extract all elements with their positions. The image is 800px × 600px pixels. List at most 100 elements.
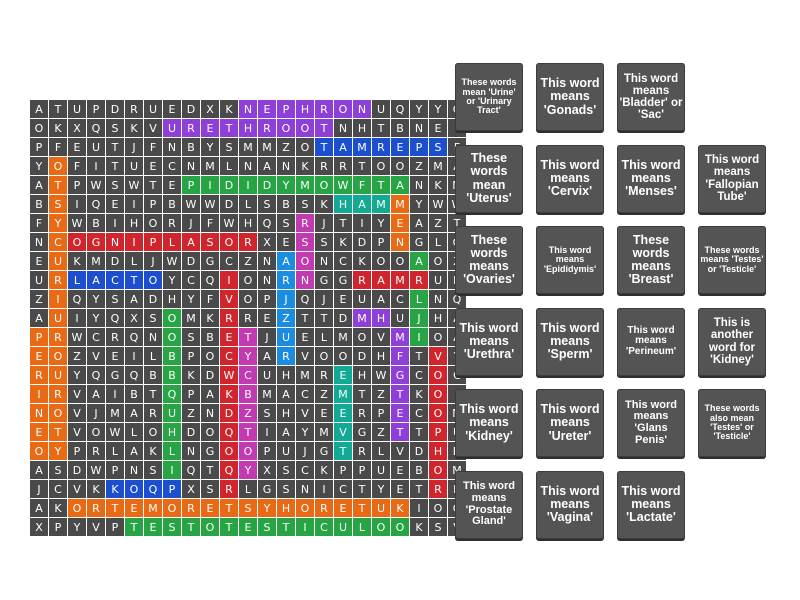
grid-cell[interactable]: Y [201, 138, 219, 156]
grid-cell[interactable]: O [49, 157, 67, 175]
grid-cell[interactable]: E [334, 404, 352, 422]
grid-cell[interactable]: T [315, 138, 333, 156]
grid-cell[interactable]: R [239, 309, 257, 327]
grid-cell[interactable]: G [201, 442, 219, 460]
grid-cell[interactable]: D [220, 176, 238, 194]
grid-cell[interactable]: S [49, 195, 67, 213]
grid-cell[interactable]: L [106, 442, 124, 460]
grid-cell[interactable]: T [334, 214, 352, 232]
grid-cell[interactable]: K [315, 461, 333, 479]
grid-cell[interactable]: V [372, 328, 390, 346]
grid-cell[interactable]: B [163, 195, 181, 213]
grid-cell[interactable]: V [296, 404, 314, 422]
grid-cell[interactable]: R [258, 119, 276, 137]
grid-cell[interactable]: A [30, 100, 48, 118]
grid-cell[interactable]: A [125, 404, 143, 422]
grid-cell[interactable]: P [429, 423, 447, 441]
grid-cell[interactable]: T [353, 157, 371, 175]
grid-cell[interactable]: T [49, 176, 67, 194]
grid-cell[interactable]: N [296, 271, 314, 289]
grid-cell[interactable]: Y [68, 366, 86, 384]
grid-cell[interactable]: Y [277, 176, 295, 194]
grid-cell[interactable]: H [277, 499, 295, 517]
grid-cell[interactable]: Q [182, 461, 200, 479]
grid-cell[interactable]: L [163, 233, 181, 251]
grid-cell[interactable]: O [68, 499, 86, 517]
grid-cell[interactable]: R [334, 157, 352, 175]
grid-cell[interactable]: H [277, 404, 295, 422]
grid-cell[interactable]: D [182, 423, 200, 441]
grid-cell[interactable]: N [334, 119, 352, 137]
grid-cell[interactable]: T [106, 157, 124, 175]
grid-cell[interactable]: A [258, 347, 276, 365]
grid-cell[interactable]: W [125, 176, 143, 194]
grid-cell[interactable]: U [372, 461, 390, 479]
grid-cell[interactable]: T [372, 176, 390, 194]
grid-cell[interactable]: P [87, 100, 105, 118]
grid-cell[interactable]: T [220, 119, 238, 137]
grid-cell[interactable]: I [49, 290, 67, 308]
grid-cell[interactable]: Q [220, 423, 238, 441]
grid-cell[interactable]: P [182, 176, 200, 194]
grid-cell[interactable]: T [49, 423, 67, 441]
grid-cell[interactable]: G [258, 480, 276, 498]
grid-cell[interactable]: R [182, 499, 200, 517]
grid-cell[interactable]: Q [163, 385, 181, 403]
grid-cell[interactable]: U [68, 100, 86, 118]
grid-cell[interactable]: O [163, 499, 181, 517]
grid-cell[interactable]: Y [372, 480, 390, 498]
grid-cell[interactable]: T [410, 480, 428, 498]
grid-cell[interactable]: K [144, 442, 162, 460]
grid-cell[interactable]: U [277, 328, 295, 346]
grid-cell[interactable]: S [277, 461, 295, 479]
grid-cell[interactable]: O [429, 404, 447, 422]
grid-cell[interactable]: K [201, 309, 219, 327]
grid-cell[interactable]: W [68, 328, 86, 346]
grid-cell[interactable]: B [410, 461, 428, 479]
grid-cell[interactable]: H [353, 366, 371, 384]
grid-cell[interactable]: K [220, 100, 238, 118]
grid-cell[interactable]: B [87, 214, 105, 232]
grid-cell[interactable]: X [125, 309, 143, 327]
grid-cell[interactable]: V [296, 347, 314, 365]
grid-cell[interactable]: S [258, 404, 276, 422]
clue-card[interactable]: This word means 'Perineum' [617, 307, 685, 376]
grid-cell[interactable]: F [201, 214, 219, 232]
grid-cell[interactable]: H [429, 442, 447, 460]
grid-cell[interactable]: E [106, 195, 124, 213]
grid-cell[interactable]: U [125, 157, 143, 175]
grid-cell[interactable]: C [334, 252, 352, 270]
grid-cell[interactable]: R [315, 366, 333, 384]
grid-cell[interactable]: U [391, 309, 409, 327]
grid-cell[interactable]: Z [30, 290, 48, 308]
grid-cell[interactable]: Z [429, 214, 447, 232]
grid-cell[interactable]: Y [182, 290, 200, 308]
grid-cell[interactable]: D [353, 233, 371, 251]
grid-cell[interactable]: R [239, 233, 257, 251]
grid-cell[interactable]: W [429, 195, 447, 213]
grid-cell[interactable]: S [296, 233, 314, 251]
grid-cell[interactable]: S [182, 328, 200, 346]
grid-cell[interactable]: Y [296, 423, 314, 441]
grid-cell[interactable]: D [410, 442, 428, 460]
grid-cell[interactable]: E [258, 309, 276, 327]
grid-cell[interactable]: R [106, 328, 124, 346]
grid-cell[interactable]: O [163, 328, 181, 346]
grid-cell[interactable]: L [68, 271, 86, 289]
grid-cell[interactable]: O [429, 328, 447, 346]
grid-cell[interactable]: S [49, 461, 67, 479]
grid-cell[interactable]: Q [87, 119, 105, 137]
grid-cell[interactable]: Z [372, 385, 390, 403]
grid-cell[interactable]: O [201, 347, 219, 365]
grid-cell[interactable]: D [182, 100, 200, 118]
grid-cell[interactable]: O [49, 347, 67, 365]
grid-cell[interactable]: S [315, 233, 333, 251]
grid-cell[interactable]: E [239, 518, 257, 536]
grid-cell[interactable]: N [410, 119, 428, 137]
grid-cell[interactable]: D [334, 309, 352, 327]
grid-cell[interactable]: A [277, 385, 295, 403]
grid-cell[interactable]: I [410, 328, 428, 346]
grid-cell[interactable]: S [220, 138, 238, 156]
grid-cell[interactable]: K [391, 499, 409, 517]
grid-cell[interactable]: P [144, 195, 162, 213]
